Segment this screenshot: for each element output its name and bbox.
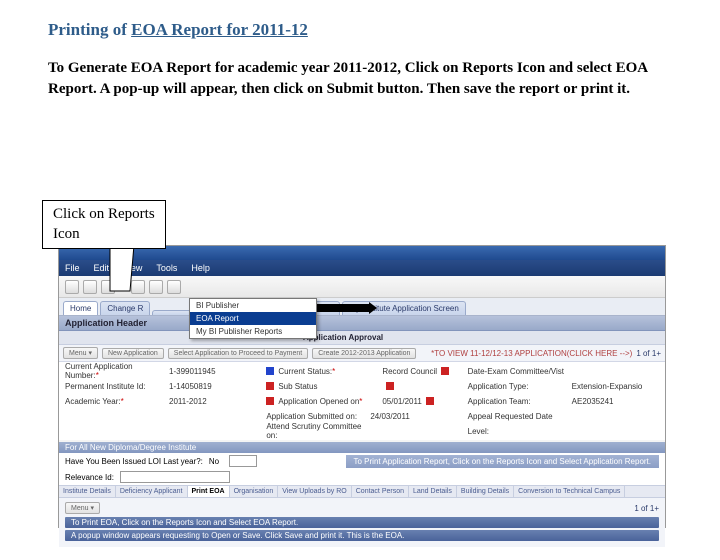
issued-label: Have You Been Issued LOI Last year?: bbox=[65, 457, 203, 466]
title-prefix: Printing of bbox=[48, 20, 131, 39]
menu-item[interactable]: Help bbox=[191, 263, 210, 273]
action-button[interactable]: New Application bbox=[102, 348, 164, 359]
title-underline: EOA Report for 2011-12 bbox=[131, 20, 308, 39]
bottom-tab[interactable]: Deficiency Applicant bbox=[116, 486, 188, 497]
page-title: Printing of EOA Report for 2011-12 bbox=[48, 20, 720, 40]
bottom-tab[interactable]: Contact Person bbox=[352, 486, 409, 497]
form-row: Level: bbox=[468, 424, 659, 438]
pager-text: 1 of 1+ bbox=[636, 349, 661, 358]
menu-button[interactable]: Menu ▾ bbox=[63, 347, 98, 359]
sub-header: Application Approval bbox=[59, 331, 665, 345]
dropdown-item[interactable]: My BI Publisher Reports bbox=[190, 325, 316, 338]
form-row: Permanent Institute Id:1-14050819 bbox=[65, 379, 256, 393]
footer-pager: Menu ▾ 1 of 1+ bbox=[65, 502, 659, 514]
form-row: Application Team:AE2035241 bbox=[468, 394, 659, 408]
field-line-relevance: Relevance Id: bbox=[59, 469, 665, 485]
bottom-tab[interactable]: Print EOA bbox=[188, 486, 230, 497]
bottom-tab[interactable]: Building Details bbox=[457, 486, 514, 497]
form-grid: Current Application Number:*1-399011945 C… bbox=[59, 362, 665, 440]
footer-msg1: To Print EOA, Click on the Reports Icon … bbox=[65, 517, 659, 528]
bottom-tab[interactable]: Land Details bbox=[409, 486, 457, 497]
form-row: Date-Exam Committee/Vist bbox=[468, 364, 659, 378]
bottom-tab[interactable]: Organisation bbox=[230, 486, 279, 497]
callout-arrow-icon bbox=[100, 245, 160, 305]
bottom-tabs: Institute DetailsDeficiency ApplicantPri… bbox=[59, 485, 665, 498]
tab-home[interactable]: Home bbox=[63, 301, 98, 315]
app-header-left: Application Header bbox=[65, 318, 147, 328]
relevance-label: Relevance Id: bbox=[65, 473, 114, 482]
dropdown-item[interactable]: BI Publisher bbox=[190, 299, 316, 312]
form-row bbox=[65, 409, 256, 423]
footer-pager-text: 1 of 1+ bbox=[634, 504, 659, 513]
form-row: Academic Year:*2011-2012 bbox=[65, 394, 256, 408]
callout-text: Click on Reports Icon bbox=[53, 206, 155, 242]
form-row: Application Opened on*05/01/2011 bbox=[266, 394, 457, 408]
action-row: Menu ▾ New Application Select Applicatio… bbox=[59, 345, 665, 362]
issued-dropdown[interactable] bbox=[229, 455, 257, 467]
toolbar-button[interactable] bbox=[65, 280, 79, 294]
action-button[interactable]: Create 2012-2013 Application bbox=[312, 348, 416, 359]
bottom-tab[interactable]: Conversion to Technical Campus bbox=[514, 486, 625, 497]
instruction-text: To Generate EOA Report for academic year… bbox=[48, 58, 672, 100]
form-row: Application Type:Extension-Expansio bbox=[468, 379, 659, 393]
reports-icon[interactable] bbox=[167, 280, 181, 294]
form-row: Current Application Number:*1-399011945 bbox=[65, 364, 256, 378]
field-line-issued: Have You Been Issued LOI Last year?: No … bbox=[59, 453, 665, 469]
bottom-tab[interactable]: Institute Details bbox=[59, 486, 116, 497]
form-row: Sub Status bbox=[266, 379, 457, 393]
bottom-tab[interactable]: View Uploads by RO bbox=[278, 486, 351, 497]
pager-top: *TO VIEW 11-12/12-13 APPLICATION(CLICK H… bbox=[431, 349, 661, 358]
section-diploma: For All New Diploma/Degree Institute bbox=[59, 442, 665, 453]
relevance-input[interactable] bbox=[120, 471, 230, 483]
application-header-bar: Application Header bbox=[59, 316, 665, 331]
form-row: Current Status:*Record Council bbox=[266, 364, 457, 378]
banner-link[interactable]: *TO VIEW 11-12/12-13 APPLICATION(CLICK H… bbox=[431, 349, 632, 358]
form-row bbox=[65, 424, 256, 438]
form-row: Appeal Requested Date bbox=[468, 409, 659, 423]
form-row: Attend Scrutiny Committee on: bbox=[266, 424, 457, 438]
action-button[interactable]: Select Application to Proceed to Payment bbox=[168, 348, 308, 359]
callout-box: Click on Reports Icon bbox=[42, 200, 166, 249]
reports-dropdown[interactable]: BI Publisher EOA Report My BI Publisher … bbox=[189, 298, 317, 339]
dropdown-pointer-icon bbox=[317, 302, 377, 316]
menu-item[interactable]: File bbox=[65, 263, 80, 273]
toolbar-button[interactable] bbox=[83, 280, 97, 294]
issued-value: No bbox=[209, 457, 219, 466]
hint-print-app: To Print Application Report, Click on th… bbox=[346, 455, 660, 468]
footer-menu[interactable]: Menu ▾ bbox=[65, 502, 100, 514]
form-row: Application Submitted on:24/03/2011 bbox=[266, 409, 457, 423]
dropdown-item-selected[interactable]: EOA Report bbox=[190, 312, 316, 325]
footer-msg2: A popup window appears requesting to Ope… bbox=[65, 530, 659, 541]
